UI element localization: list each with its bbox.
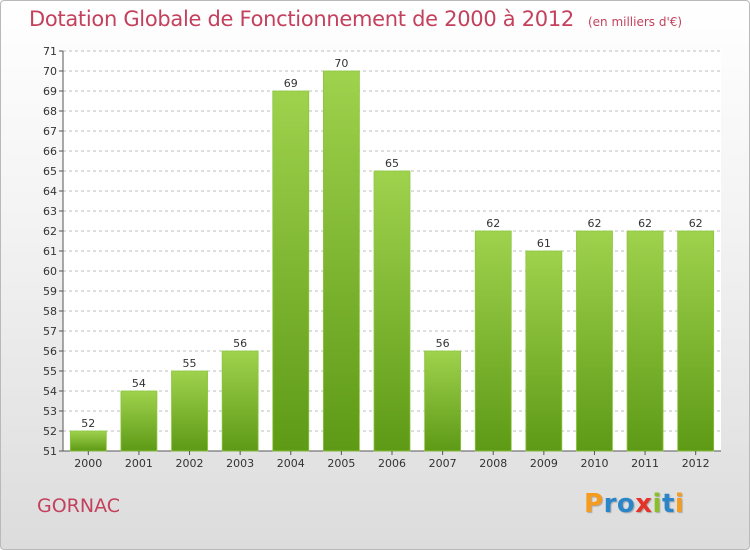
bar xyxy=(322,70,360,452)
y-tick-label: 67 xyxy=(43,125,57,138)
x-tick-label: 2010 xyxy=(580,457,608,470)
x-tick-label: 2000 xyxy=(74,457,102,470)
proxiti-logo: Proxiti xyxy=(584,489,684,519)
y-tick-label: 66 xyxy=(43,145,57,158)
x-tick-label: 2007 xyxy=(429,457,457,470)
x-tick-label: 2002 xyxy=(176,457,204,470)
x-tick-label: 2004 xyxy=(277,457,305,470)
x-tick-label: 2009 xyxy=(530,457,558,470)
bar-value-label: 61 xyxy=(537,237,551,250)
y-tick-label: 63 xyxy=(43,205,57,218)
bar xyxy=(626,230,664,452)
y-tick-label: 64 xyxy=(43,185,57,198)
y-tick-label: 59 xyxy=(43,285,57,298)
bar-value-label: 65 xyxy=(385,157,399,170)
bar-value-label: 62 xyxy=(638,217,652,230)
bar-value-label: 62 xyxy=(689,217,703,230)
bar-value-label: 62 xyxy=(587,217,601,230)
chart-title-text: Dotation Globale de Fonctionnement de 20… xyxy=(29,7,574,31)
bar-value-label: 54 xyxy=(132,377,146,390)
y-tick-label: 68 xyxy=(43,105,57,118)
bar xyxy=(221,350,259,452)
x-tick-label: 2006 xyxy=(378,457,406,470)
y-tick-label: 70 xyxy=(43,65,57,78)
bar xyxy=(424,350,462,452)
y-tick-label: 52 xyxy=(43,425,57,438)
y-tick-label: 71 xyxy=(43,45,57,58)
x-tick-label: 2001 xyxy=(125,457,153,470)
y-tick-label: 56 xyxy=(43,345,57,358)
y-tick-label: 62 xyxy=(43,225,57,238)
bar xyxy=(525,250,563,452)
y-tick-label: 51 xyxy=(43,445,57,458)
bar-value-label: 55 xyxy=(183,357,197,370)
bar xyxy=(576,230,613,452)
x-tick-label: 2011 xyxy=(631,457,659,470)
y-tick-label: 53 xyxy=(43,405,57,418)
x-tick-label: 2008 xyxy=(479,457,507,470)
logo-letter: t xyxy=(661,489,675,519)
bar xyxy=(171,370,208,452)
bar xyxy=(373,170,411,452)
x-tick-label: 2012 xyxy=(682,457,710,470)
logo-letter: P xyxy=(584,489,604,519)
logo-letter: i xyxy=(674,489,685,519)
logo-letter: x xyxy=(635,489,653,519)
logo-letter: o xyxy=(616,489,636,519)
bar-value-label: 70 xyxy=(334,57,348,70)
chart-title: Dotation Globale de Fonctionnement de 20… xyxy=(29,7,682,31)
bar xyxy=(677,230,715,452)
bar xyxy=(69,430,107,452)
x-tick-label: 2005 xyxy=(327,457,355,470)
bar xyxy=(120,390,158,452)
y-tick-label: 69 xyxy=(43,85,57,98)
y-tick-label: 61 xyxy=(43,245,57,258)
bar-value-label: 56 xyxy=(233,337,247,350)
place-name: GORNAC xyxy=(37,495,121,517)
logo-letter: r xyxy=(603,489,617,519)
bar-value-label: 69 xyxy=(284,77,298,90)
y-tick-label: 57 xyxy=(43,325,57,338)
logo-letter: i xyxy=(652,489,662,519)
x-tick-label: 2003 xyxy=(226,457,254,470)
bar xyxy=(272,90,310,452)
bar-value-label: 62 xyxy=(486,217,500,230)
y-tick-label: 65 xyxy=(43,165,57,178)
chart-subtitle: (en milliers d'€) xyxy=(587,15,683,29)
y-tick-label: 60 xyxy=(43,265,57,278)
y-tick-label: 54 xyxy=(43,385,57,398)
y-tick-label: 55 xyxy=(43,365,57,378)
bar-value-label: 56 xyxy=(436,337,450,350)
bar xyxy=(474,230,512,452)
bar-value-label: 52 xyxy=(81,417,95,430)
y-tick-label: 58 xyxy=(43,305,57,318)
